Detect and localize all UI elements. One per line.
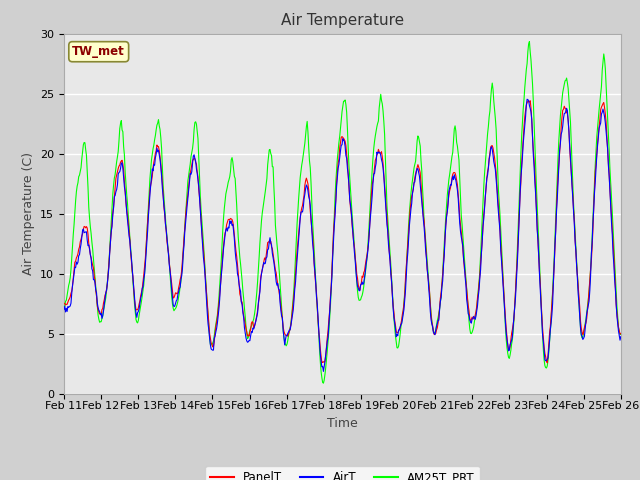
Text: TW_met: TW_met	[72, 45, 125, 58]
Title: Air Temperature: Air Temperature	[281, 13, 404, 28]
Y-axis label: Air Temperature (C): Air Temperature (C)	[22, 152, 35, 275]
X-axis label: Time: Time	[327, 417, 358, 430]
Legend: PanelT, AirT, AM25T_PRT: PanelT, AirT, AM25T_PRT	[205, 466, 479, 480]
